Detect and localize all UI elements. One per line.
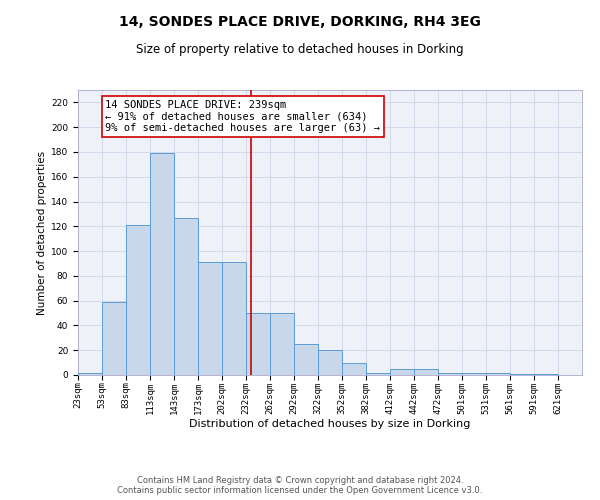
Text: 14, SONDES PLACE DRIVE, DORKING, RH4 3EG: 14, SONDES PLACE DRIVE, DORKING, RH4 3EG (119, 15, 481, 29)
Bar (246, 313, 270, 375)
Bar (294, 344, 318, 375)
Bar (270, 313, 294, 375)
Bar (485, 372, 510, 375)
Bar (342, 362, 366, 375)
Bar (318, 350, 342, 375)
Y-axis label: Number of detached properties: Number of detached properties (37, 150, 47, 314)
Text: Size of property relative to detached houses in Dorking: Size of property relative to detached ho… (136, 42, 464, 56)
Bar (221, 262, 246, 375)
Bar (510, 374, 534, 375)
Bar (414, 369, 439, 375)
Text: Contains HM Land Registry data © Crown copyright and database right 2024.
Contai: Contains HM Land Registry data © Crown c… (118, 476, 482, 495)
Bar (534, 374, 558, 375)
Bar (439, 372, 463, 375)
Text: 14 SONDES PLACE DRIVE: 239sqm
← 91% of detached houses are smaller (634)
9% of s: 14 SONDES PLACE DRIVE: 239sqm ← 91% of d… (105, 100, 380, 133)
Bar (78, 372, 102, 375)
Bar (126, 225, 150, 375)
Bar (150, 153, 175, 375)
Bar (199, 262, 223, 375)
Bar (366, 372, 390, 375)
Bar (390, 369, 414, 375)
Bar (102, 302, 126, 375)
X-axis label: Distribution of detached houses by size in Dorking: Distribution of detached houses by size … (190, 419, 470, 429)
Bar (461, 372, 485, 375)
Bar (175, 218, 199, 375)
